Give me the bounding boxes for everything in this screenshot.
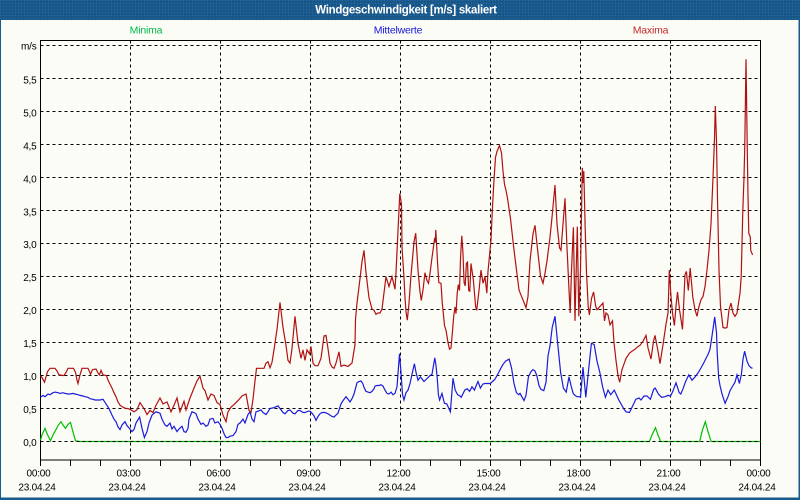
svg-text:5,5: 5,5 [23,75,37,86]
svg-text:23.04.24: 23.04.24 [198,483,236,494]
svg-text:23.04.24: 23.04.24 [108,483,146,494]
svg-text:15:00: 15:00 [476,469,501,480]
svg-text:2,5: 2,5 [23,273,37,284]
svg-text:3,5: 3,5 [23,207,37,218]
svg-text:23.04.24: 23.04.24 [648,483,686,494]
svg-text:03:00: 03:00 [116,469,141,480]
svg-text:1,5: 1,5 [23,339,37,350]
svg-text:5,0: 5,0 [23,108,37,119]
svg-text:23.04.24: 23.04.24 [378,483,416,494]
svg-text:Mittelwerte: Mittelwerte [374,25,423,37]
svg-text:23.04.24: 23.04.24 [468,483,506,494]
svg-text:21:00: 21:00 [656,469,681,480]
svg-text:06:00: 06:00 [206,469,231,480]
svg-text:0,0: 0,0 [23,438,37,449]
svg-text:12:00: 12:00 [386,469,411,480]
svg-text:Maxima: Maxima [633,25,669,37]
svg-text:4,0: 4,0 [23,174,37,185]
svg-text:09:00: 09:00 [296,469,321,480]
svg-text:1,0: 1,0 [23,372,37,383]
svg-text:23.04.24: 23.04.24 [288,483,326,494]
svg-text:00:00: 00:00 [26,469,51,480]
svg-text:Minima: Minima [130,25,163,37]
svg-text:23.04.24: 23.04.24 [558,483,596,494]
svg-text:4,5: 4,5 [23,141,37,152]
svg-text:2,0: 2,0 [23,306,37,317]
svg-text:24.04.24: 24.04.24 [738,483,776,494]
svg-text:00:00: 00:00 [746,469,771,480]
svg-text:18:00: 18:00 [566,469,591,480]
svg-text:Windgeschwindigkeit [m/s] skal: Windgeschwindigkeit [m/s] skaliert [315,5,497,17]
svg-text:m/s: m/s [21,42,37,53]
svg-text:23.04.24: 23.04.24 [18,483,56,494]
svg-text:3,0: 3,0 [23,240,37,251]
svg-text:0,5: 0,5 [23,405,37,416]
